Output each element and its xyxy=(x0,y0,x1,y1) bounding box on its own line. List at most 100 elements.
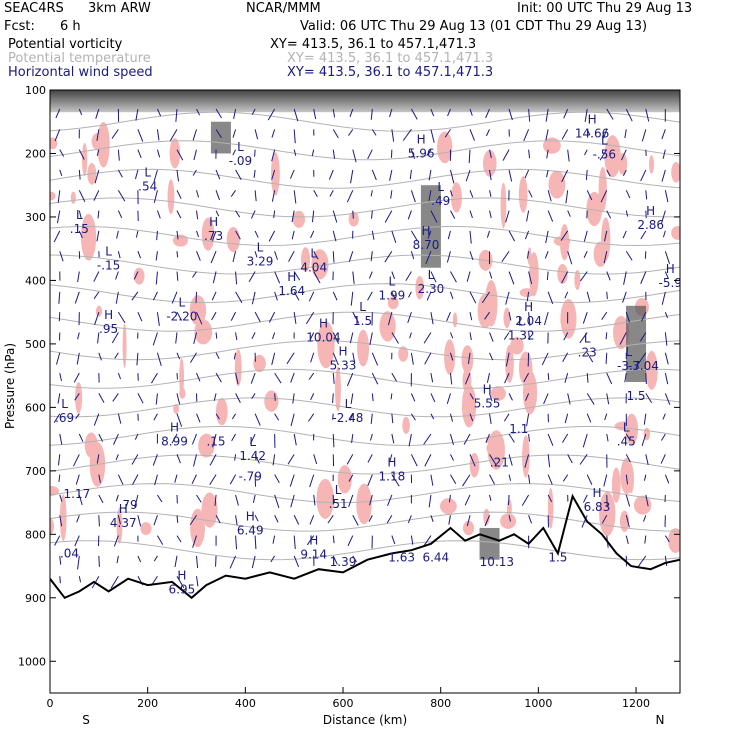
hl-annotation: -3.04 xyxy=(628,359,659,373)
wind-vector xyxy=(235,372,239,385)
wind-vector xyxy=(332,230,337,242)
pv-blob xyxy=(505,344,514,383)
wind-vector xyxy=(467,352,471,365)
wind-vector xyxy=(135,108,139,121)
legend-pv-name: Potential vorticity xyxy=(8,37,123,52)
hl-annotation: H5.96 xyxy=(408,132,435,160)
wind-vector xyxy=(423,433,432,445)
wind-vector xyxy=(293,149,297,156)
wind-vector xyxy=(93,291,100,300)
wind-vector xyxy=(254,129,259,140)
pv-blob xyxy=(500,513,517,529)
wind-vector xyxy=(153,555,158,562)
wind-vector xyxy=(664,190,669,203)
wind-vector xyxy=(156,129,160,141)
wind-vector xyxy=(235,332,238,341)
legend-pv-xy: XY= 413.5, 36.1 to 457.1,471.3 xyxy=(270,37,477,52)
pv-blob xyxy=(439,498,457,515)
wind-vector xyxy=(133,271,139,280)
hl-letter: L xyxy=(237,140,244,154)
hl-value: 5.55 xyxy=(474,396,501,410)
wind-vector xyxy=(370,413,373,425)
wind-vector xyxy=(546,149,549,159)
wind-vector xyxy=(465,169,471,182)
x-tick-label: 600 xyxy=(333,697,354,710)
hl-value: 1.64 xyxy=(278,284,305,298)
wind-vector xyxy=(526,291,530,302)
hl-letter: H xyxy=(483,382,492,396)
wind-vector xyxy=(561,169,569,183)
wind-vector xyxy=(528,149,531,159)
init-label: Init: 00 UTC Thu 29 Aug 13 xyxy=(517,1,693,16)
wind-vector xyxy=(408,433,412,447)
hl-annotation: L.69 xyxy=(55,397,74,425)
wind-vector xyxy=(352,515,359,526)
wind-vector xyxy=(508,393,513,401)
wind-vector xyxy=(157,535,164,545)
x-tick-label: 400 xyxy=(235,697,256,710)
hl-annotation: H.95 xyxy=(99,308,118,336)
wind-vector xyxy=(410,149,416,159)
wind-vector xyxy=(234,454,237,461)
wind-vector xyxy=(113,535,119,547)
wind-vector xyxy=(176,352,181,360)
wind-vector xyxy=(308,413,315,422)
wind-vector xyxy=(603,251,608,264)
wind-vector xyxy=(641,433,647,447)
wind-vector xyxy=(96,129,100,141)
wind-vector xyxy=(444,129,451,138)
hl-value: .15 xyxy=(206,435,225,449)
wind-vector xyxy=(485,129,490,137)
wind-vector xyxy=(390,190,393,199)
wind-vector xyxy=(622,230,627,239)
wind-vector xyxy=(59,576,61,584)
wind-vector xyxy=(96,454,100,464)
wind-vector xyxy=(132,474,139,485)
wind-vector xyxy=(605,352,608,364)
wind-vector xyxy=(524,454,530,468)
hl-letter: H xyxy=(417,132,426,146)
wind-vector xyxy=(371,393,374,402)
wind-vector xyxy=(606,433,609,442)
wind-vector xyxy=(563,332,569,341)
x-tick-label: 800 xyxy=(430,697,451,710)
wind-vector xyxy=(117,149,120,161)
wind-vector xyxy=(425,251,432,265)
pv-blob xyxy=(270,152,280,196)
pv-blob xyxy=(335,366,341,412)
hl-value: 5.33 xyxy=(330,358,357,372)
wind-vector xyxy=(117,210,123,218)
wind-vector xyxy=(463,433,471,445)
hl-value: 4.37 xyxy=(110,516,137,530)
wind-vector xyxy=(446,251,451,263)
pv-blob xyxy=(452,312,458,328)
wind-vector xyxy=(78,210,82,219)
wind-vector xyxy=(332,555,338,565)
hl-letter: H xyxy=(387,455,396,469)
wind-vector xyxy=(625,312,630,323)
wind-vector xyxy=(606,291,608,300)
wind-vector xyxy=(489,413,492,425)
wind-vector xyxy=(623,271,627,285)
wind-vector xyxy=(213,393,217,401)
wind-vector xyxy=(235,210,241,218)
wind-vector xyxy=(214,494,217,506)
hl-value: -.15 xyxy=(97,259,120,273)
wind-vector xyxy=(485,108,490,119)
wind-vector xyxy=(94,311,100,326)
pv-blob xyxy=(234,349,242,387)
pv-blob xyxy=(503,307,511,329)
wind-vector xyxy=(410,108,418,120)
wind-vector xyxy=(625,535,629,545)
pv-blob xyxy=(451,182,462,213)
wind-vector xyxy=(391,474,400,487)
wind-vector xyxy=(309,332,315,340)
wind-vector xyxy=(196,190,200,198)
wind-vector xyxy=(624,129,627,139)
wind-vector xyxy=(210,251,217,264)
hl-annotation: L-3.7 xyxy=(617,345,640,373)
wind-vector xyxy=(137,393,144,404)
pv-blob xyxy=(671,162,680,183)
wind-vector xyxy=(352,555,357,563)
pv-blob xyxy=(179,387,186,399)
